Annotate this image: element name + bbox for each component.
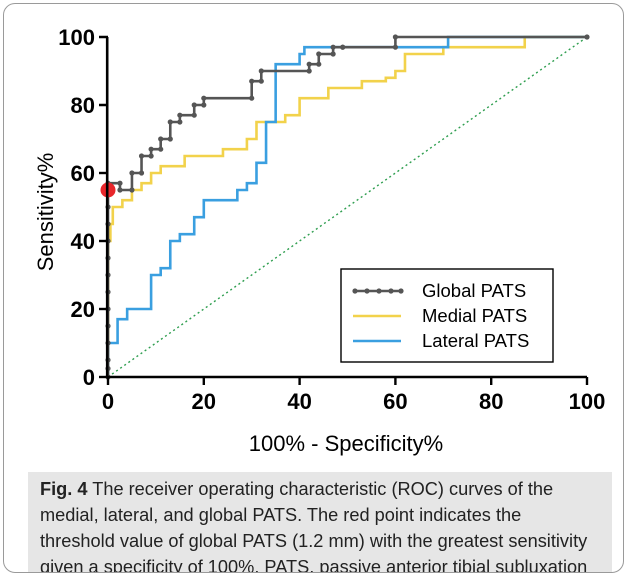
data-point-global-pats — [201, 102, 207, 108]
caption-label: Fig. 4 — [40, 479, 88, 499]
data-point-global-pats — [191, 112, 197, 118]
figure-frame: 0 20 40 60 80 100 0 20 40 60 80 100 100% - Specific… — [3, 3, 624, 573]
series-line-medial-pats — [106, 35, 587, 377]
x-tick-label: 100 — [569, 389, 606, 414]
series-line-lateral-pats — [106, 35, 587, 377]
legend-label-global-pats: Global PATS — [422, 280, 526, 301]
x-axis-label: 100% - Specificity% — [249, 431, 443, 456]
figure-caption: Fig. 4 The receiver operating characteri… — [28, 472, 612, 573]
data-point-global-pats — [306, 68, 312, 74]
legend-marker — [376, 288, 382, 294]
data-point-global-pats — [129, 187, 135, 193]
data-point-global-pats — [148, 153, 154, 159]
y-tick-label: 40 — [71, 229, 95, 254]
legend-label-lateral-pats: Lateral PATS — [422, 330, 529, 351]
data-point-global-pats — [138, 170, 145, 176]
legend-marker — [398, 288, 404, 294]
data-point-global-pats — [129, 170, 135, 176]
data-point-global-pats — [191, 102, 197, 108]
caption-text: The receiver operating characteristic (R… — [40, 479, 588, 573]
x-tick-label: 40 — [287, 389, 311, 414]
legend: Global PATS Medial PATS Lateral PATS — [340, 268, 554, 363]
legend-marker — [388, 288, 394, 294]
data-point-global-pats — [167, 136, 173, 142]
x-tick-label: 0 — [102, 389, 114, 414]
data-point-global-pats — [316, 61, 322, 67]
data-point-global-pats — [330, 44, 336, 50]
data-point-global-pats — [201, 95, 207, 101]
data-point-global-pats — [148, 146, 154, 152]
data-point-global-pats — [167, 119, 173, 125]
data-point-global-pats — [177, 112, 183, 118]
roc-chart: 0 20 40 60 80 100 0 20 40 60 80 100 100% - Specific… — [33, 25, 606, 456]
legend-marker — [364, 288, 370, 294]
data-point-global-pats — [158, 136, 164, 142]
y-tick-label: 20 — [71, 297, 95, 322]
x-tick-label: 80 — [479, 389, 503, 414]
data-point-global-pats — [117, 180, 123, 186]
legend-label-medial-pats: Medial PATS — [422, 305, 527, 326]
data-point-global-pats — [117, 187, 123, 193]
y-tick-label: 100 — [58, 25, 95, 50]
y-tick-label: 80 — [71, 93, 95, 118]
data-point-global-pats — [258, 78, 264, 84]
data-point-global-pats — [249, 95, 255, 101]
y-tick-label: 0 — [83, 365, 95, 390]
x-tick-label: 60 — [383, 389, 407, 414]
data-point-global-pats — [316, 51, 322, 57]
data-point-global-pats — [138, 153, 145, 159]
data-point-global-pats — [158, 146, 164, 152]
data-point-global-pats — [392, 34, 398, 40]
data-point-global-pats — [177, 119, 183, 125]
data-point-global-pats — [306, 61, 312, 67]
data-point-global-pats — [258, 68, 264, 74]
x-tick-label: 20 — [192, 389, 216, 414]
y-axis-label: Sensitivity% — [33, 153, 58, 272]
data-point-global-pats — [340, 44, 346, 50]
data-point-global-pats — [330, 51, 336, 57]
data-point-global-pats — [584, 34, 590, 40]
data-point-global-pats — [392, 44, 398, 50]
legend-marker — [352, 288, 358, 294]
y-tick-label: 60 — [71, 161, 95, 186]
data-point-global-pats — [249, 78, 255, 84]
